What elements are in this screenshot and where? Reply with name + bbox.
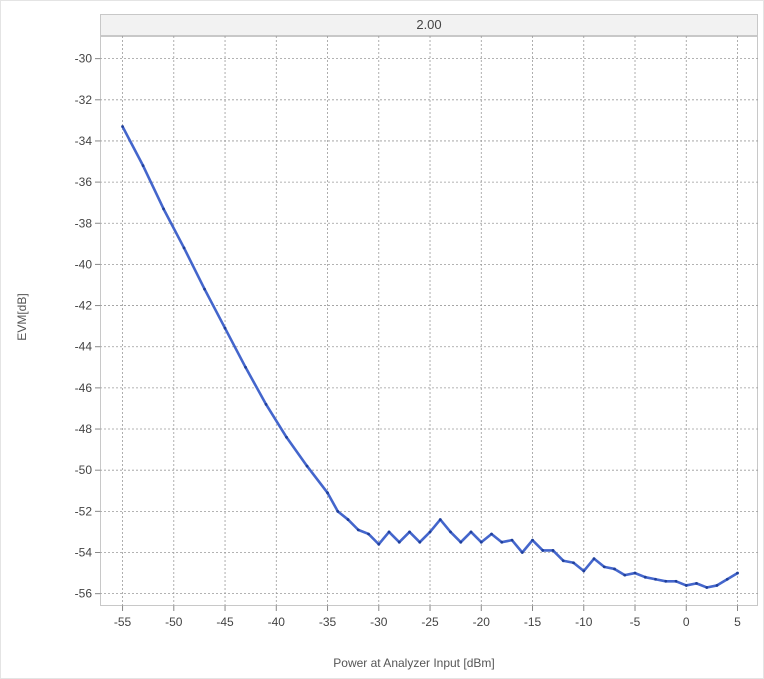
data-point (326, 491, 329, 495)
data-point (531, 538, 534, 542)
data-point (459, 540, 463, 544)
data-point (264, 402, 268, 406)
y-tick-label: -52 (75, 504, 93, 518)
x-tick-label: -30 (370, 615, 388, 629)
data-point (582, 569, 586, 573)
data-point (397, 540, 401, 544)
data-point (182, 246, 186, 250)
y-tick-label: -38 (75, 216, 93, 230)
data-point (346, 518, 350, 521)
y-tick-label: -32 (75, 93, 93, 107)
data-point (203, 287, 206, 291)
x-tick-label: -15 (524, 615, 542, 629)
data-point (356, 528, 360, 532)
data-point (695, 581, 698, 585)
data-point (613, 567, 616, 571)
x-tick-label: -25 (421, 615, 439, 629)
data-point (387, 530, 391, 534)
x-axis-title: Power at Analyzer Input [dBm] (333, 656, 494, 670)
panel-header: 2.00 (100, 14, 758, 36)
y-tick-label: -30 (75, 52, 93, 66)
data-point (367, 532, 370, 536)
data-point (428, 530, 432, 534)
y-tick-label: -50 (75, 463, 93, 477)
y-tick-label: -46 (75, 381, 93, 395)
data-point (408, 530, 411, 534)
data-point (654, 577, 657, 581)
y-tick-label: -44 (75, 340, 93, 354)
data-point (643, 575, 647, 579)
data-point (592, 557, 596, 561)
x-tick-label: -10 (575, 615, 593, 629)
x-tick-label: -20 (473, 615, 491, 629)
data-point (602, 565, 606, 569)
data-point (121, 125, 124, 128)
y-tick-label: -54 (75, 545, 93, 559)
y-tick-label: -40 (75, 257, 93, 271)
x-tick-label: -35 (319, 615, 337, 629)
data-point (490, 532, 493, 536)
data-point (684, 584, 688, 587)
data-point (377, 542, 381, 546)
data-point (479, 540, 483, 544)
plot-area (100, 36, 758, 606)
data-point (715, 584, 719, 587)
data-point (305, 464, 309, 468)
data-point (705, 586, 709, 589)
data-point (438, 518, 442, 521)
data-point (736, 571, 739, 575)
x-tick-label: -55 (114, 615, 132, 629)
data-point (336, 509, 340, 513)
y-tick-label: -42 (75, 299, 93, 313)
series-layer (121, 125, 739, 589)
x-tick-labels: -55 -50 -45 -40 -35 -30 -25 -20 -15 -10 -5 0 5 (114, 615, 741, 629)
x-tick-label: -50 (165, 615, 183, 629)
data-point (551, 549, 555, 552)
data-point (674, 579, 678, 583)
y-axis-title: EVM[dB] (15, 293, 29, 340)
data-point (418, 540, 422, 544)
y-tick-label: -34 (75, 134, 93, 148)
data-point (449, 530, 452, 534)
data-point (561, 559, 565, 563)
data-point (725, 577, 729, 581)
x-tick-label: 5 (734, 615, 741, 629)
y-tick-label: -48 (75, 422, 93, 436)
data-point (244, 365, 247, 369)
y-tick-label: -56 (75, 587, 93, 601)
x-tick-label: -5 (630, 615, 641, 629)
data-point (633, 571, 637, 575)
data-point (469, 530, 473, 534)
data-point (664, 579, 668, 583)
y-tick-label: -36 (75, 175, 93, 189)
x-tick-label: -45 (216, 615, 234, 629)
x-tick-label: -40 (268, 615, 286, 629)
y-tick-labels: -30 -32 -34 -36 -38 -40 -42 -44 -46 -48 -50 -52 -54 -… (75, 52, 93, 601)
x-tick-label: 0 (683, 615, 690, 629)
data-point (500, 540, 504, 544)
data-point (223, 326, 227, 330)
data-point (510, 538, 514, 542)
data-point (162, 207, 165, 211)
data-point (572, 561, 575, 565)
grid-layer (95, 36, 758, 611)
data-point (520, 551, 524, 554)
data-point (141, 164, 145, 168)
data-point (285, 435, 288, 439)
data-point (623, 573, 627, 577)
data-point (541, 549, 545, 552)
